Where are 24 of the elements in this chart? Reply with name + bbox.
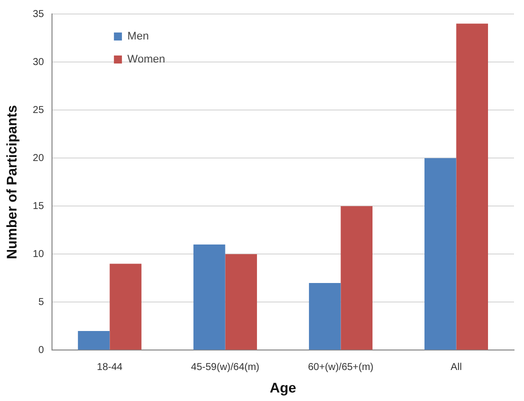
- bar: [225, 254, 257, 350]
- bar: [110, 264, 142, 350]
- y-tick-label: 20: [32, 152, 44, 164]
- x-tick-label: 45-59(w)/64(m): [191, 362, 260, 373]
- bar: [193, 244, 226, 350]
- y-tick-label: 30: [32, 56, 44, 68]
- y-tick-label: 5: [38, 296, 44, 308]
- legend-label: Women: [127, 54, 166, 66]
- y-tick-label: 15: [32, 200, 44, 212]
- x-tick-label: 18-44: [96, 362, 123, 373]
- bar: [424, 158, 456, 350]
- x-tick-label: 60+(w)/65+(m): [308, 362, 374, 373]
- y-tick-label: 0: [38, 344, 44, 356]
- bar: [456, 24, 488, 350]
- bar: [340, 206, 372, 350]
- y-tick-label: 25: [32, 104, 44, 116]
- y-axis-title: Number of Participants: [3, 104, 20, 260]
- legend-label: Men: [127, 30, 149, 43]
- y-tick-label: 35: [32, 8, 44, 20]
- bar: [78, 330, 110, 350]
- x-axis-title: Age: [270, 379, 296, 396]
- y-tick-label: 10: [32, 248, 44, 260]
- bar: [308, 282, 341, 350]
- x-tick-label: All: [450, 362, 462, 373]
